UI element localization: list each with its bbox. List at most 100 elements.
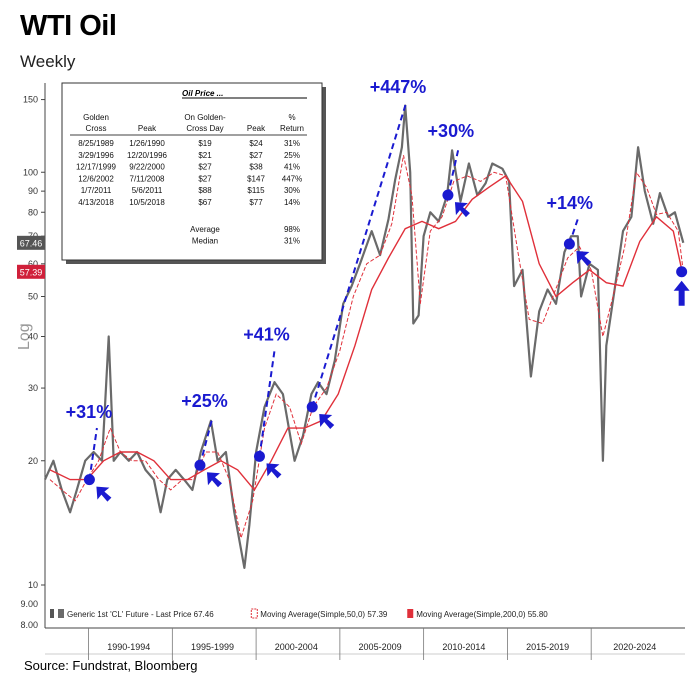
arrow-icon xyxy=(319,413,335,429)
y-tick-label: 90 xyxy=(28,186,38,196)
up-arrow-icon xyxy=(673,280,690,306)
arrow-icon xyxy=(576,251,592,267)
table-cell: 1/7/2011 xyxy=(81,186,112,195)
y-tick-label: 10 xyxy=(28,580,38,590)
gain-label: +30% xyxy=(428,121,475,141)
y-tick-label: 60 xyxy=(28,259,38,269)
table-header-cell: Cross Day xyxy=(186,124,223,133)
y-tick-label: 30 xyxy=(28,383,38,393)
table-cell: 30% xyxy=(284,186,300,195)
table-cell: 5/6/2011 xyxy=(132,186,163,195)
table-header-cell: Golden xyxy=(83,113,109,122)
arrow-icon xyxy=(206,472,222,488)
gain-label: +447% xyxy=(370,77,427,97)
y-tick-label: 80 xyxy=(28,207,38,217)
x-tick-label: 2015-2019 xyxy=(526,642,569,652)
legend-marker xyxy=(50,609,54,618)
table-header-cell: % xyxy=(288,113,295,122)
gain-trend-dashed-line xyxy=(258,350,276,457)
arrow-icon xyxy=(266,463,282,479)
gain-label: +14% xyxy=(547,193,594,213)
table-cell: 8/25/1989 xyxy=(78,139,114,148)
table-header-cell: Return xyxy=(280,124,304,133)
table-summary-value: 98% xyxy=(284,225,300,234)
golden-cross-marker xyxy=(253,450,265,462)
golden-cross-marker xyxy=(194,459,206,471)
ma50-badge-bg xyxy=(17,264,45,279)
y-minor-tick-label: 8.00 xyxy=(20,620,38,630)
legend-label: Moving Average(Simple,50,0) 57.39 xyxy=(260,610,388,619)
table-cell: $77 xyxy=(249,198,263,207)
chart-subtitle: Weekly xyxy=(20,52,76,71)
table-cell: 9/22/2000 xyxy=(129,163,165,172)
golden-cross-marker xyxy=(442,189,454,201)
table-cell: 12/17/1999 xyxy=(76,163,117,172)
x-tick-label: 2020-2024 xyxy=(613,642,656,652)
table-header-cell: Cross xyxy=(86,124,107,133)
x-tick-label: 2005-2009 xyxy=(359,642,402,652)
table-cell: 41% xyxy=(284,163,300,172)
table-summary-label: Median xyxy=(192,237,218,246)
golden-cross-marker xyxy=(563,238,575,250)
current-cross-marker xyxy=(676,266,688,278)
y-tick-label: 50 xyxy=(28,292,38,302)
price-series-line xyxy=(43,104,685,569)
table-cell: $115 xyxy=(247,186,265,195)
gain-label: +31% xyxy=(66,402,113,422)
arrow-icon xyxy=(454,202,470,218)
gain-label: +25% xyxy=(181,391,228,411)
table-cell: 447% xyxy=(282,174,302,183)
table-summary-value: 31% xyxy=(284,237,300,246)
x-tick-label: 2000-2004 xyxy=(275,642,318,652)
table-cell: 4/13/2018 xyxy=(78,198,114,207)
ma50-badge: 57.39 xyxy=(20,267,43,277)
ma200-series-line xyxy=(49,174,684,492)
gain-trend-dashed-line xyxy=(88,427,98,480)
golden-cross-marker xyxy=(306,401,318,413)
table-cell: 3/29/1996 xyxy=(78,151,114,160)
table-header-cell: Peak xyxy=(247,124,266,133)
x-tick-label: 1995-1999 xyxy=(191,642,234,652)
table-title: Oil Price ... xyxy=(182,89,223,98)
table-box xyxy=(61,82,323,261)
gain-trend-dashed-line xyxy=(199,416,214,466)
table-cell: $147 xyxy=(247,174,265,183)
last-price-badge: 67.46 xyxy=(20,238,43,248)
table-cell: 12/20/1996 xyxy=(127,151,168,160)
last-price-badge-bg xyxy=(17,235,45,250)
x-tick-label: 1990-1994 xyxy=(107,642,150,652)
golden-cross-marker xyxy=(83,474,95,486)
y-tick-label: 20 xyxy=(28,456,38,466)
table-cell: 12/6/2002 xyxy=(78,174,114,183)
table-cell: 7/11/2008 xyxy=(130,174,166,183)
gain-trend-dashed-line xyxy=(311,102,408,408)
table-cell: $27 xyxy=(198,174,212,183)
table-cell: $38 xyxy=(249,163,263,172)
table-header-cell: Peak xyxy=(138,124,157,133)
chart-title: WTI Oil xyxy=(20,10,117,42)
table-summary-label: Average xyxy=(190,225,220,234)
table-cell: $88 xyxy=(198,186,212,195)
table-cell: 10/5/2018 xyxy=(129,198,165,207)
legend-swatch-ma50 xyxy=(250,608,258,619)
table-cell: 1/26/1990 xyxy=(129,139,165,148)
legend-label: Generic 1st 'CL' Future - Last Price 67.… xyxy=(67,610,214,619)
table-cell: $19 xyxy=(198,139,212,148)
table-cell: 31% xyxy=(284,139,300,148)
table-header-cell: On Golden- xyxy=(184,113,226,122)
y-minor-tick-label: 9.00 xyxy=(20,599,38,609)
table-cell: $27 xyxy=(198,163,212,172)
table-cell: $24 xyxy=(249,139,263,148)
table-cell: $21 xyxy=(198,151,212,160)
x-tick-label: 2010-2014 xyxy=(442,642,485,652)
legend-swatch-ma200 xyxy=(407,609,414,618)
y-tick-label: 40 xyxy=(28,332,38,342)
source-note: Source: Fundstrat, Bloomberg xyxy=(24,658,198,673)
legend-label: Moving Average(Simple,200,0) 55.80 xyxy=(416,610,548,619)
gain-trend-dashed-line xyxy=(446,146,460,196)
gain-label: +41% xyxy=(243,324,290,344)
y-tick-label: 150 xyxy=(23,95,38,105)
y-tick-label: 100 xyxy=(23,167,38,177)
table-cell: 14% xyxy=(284,198,300,207)
